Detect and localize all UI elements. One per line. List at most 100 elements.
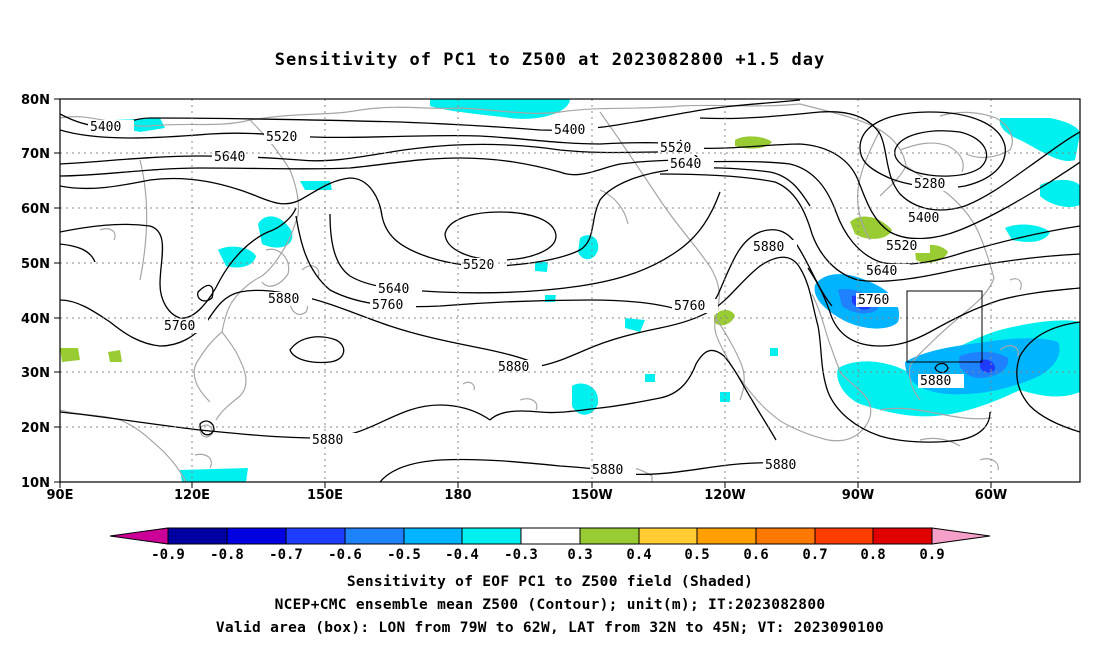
- lat-label: 20N: [21, 421, 50, 436]
- contour-label: 5520: [461, 258, 507, 273]
- contour-label: 5640: [864, 264, 910, 279]
- lon-label: 60W: [975, 488, 1007, 503]
- contour-label: 5760: [162, 319, 208, 334]
- colorbar-label: 0.3: [567, 547, 592, 563]
- shade-negative: [578, 235, 599, 260]
- shade-negative: [625, 318, 645, 332]
- contour-label: 5880: [310, 433, 356, 448]
- svg-text:5880: 5880: [920, 374, 951, 389]
- shade-negative: [258, 216, 293, 248]
- svg-text:5760: 5760: [674, 299, 705, 314]
- lat-label: 30N: [21, 366, 50, 381]
- shade-negative: [430, 99, 570, 119]
- svg-text:5880: 5880: [765, 458, 796, 473]
- colorbar-cell: [520, 527, 581, 545]
- lon-labels: 90E 120E 150E 180 150W 120W 90W 60W: [47, 488, 1008, 503]
- contour-label: 5880: [751, 240, 797, 255]
- plot-frame: [59, 98, 1081, 483]
- contour-label: 5400: [906, 211, 952, 226]
- colorbar-cell: [931, 527, 991, 545]
- lat-label: 60N: [21, 202, 50, 217]
- shade-negative: [535, 262, 548, 272]
- svg-text:5880: 5880: [312, 433, 343, 448]
- contour-label: 5280: [912, 177, 958, 192]
- contour-label: 5640: [212, 150, 258, 165]
- colorbar-label: 0.7: [802, 547, 827, 563]
- svg-text:5400: 5400: [554, 123, 585, 138]
- shade-positive: [850, 216, 892, 239]
- lat-label: 80N: [21, 93, 50, 108]
- contour-label: 5880: [763, 458, 809, 473]
- colorbar-cell: [638, 527, 698, 545]
- colorbar-label: -0.8: [210, 547, 244, 563]
- contour-label: 5520: [264, 130, 310, 145]
- svg-text:5400: 5400: [908, 211, 939, 226]
- shade-negative: [720, 392, 730, 402]
- contour-label: 5520: [884, 239, 930, 254]
- colorbar-cell: [285, 527, 346, 545]
- colorbar-label: -0.7: [269, 547, 303, 563]
- colorbar-cell: [872, 527, 933, 545]
- contour-label: 5640: [376, 282, 422, 297]
- caption-line-1: Sensitivity of EOF PC1 to Z500 field (Sh…: [346, 574, 754, 590]
- colorbar-label: -0.4: [445, 547, 479, 563]
- contour-label: 5880: [918, 374, 964, 389]
- contour-label: 5400: [88, 120, 134, 135]
- svg-text:5640: 5640: [214, 150, 245, 165]
- colorbar-label: 0.9: [919, 547, 944, 563]
- svg-text:5640: 5640: [866, 264, 897, 279]
- svg-text:5760: 5760: [858, 293, 889, 308]
- shade-negative: [999, 118, 1080, 161]
- shade-negative: [300, 181, 332, 190]
- contour-label: 5760: [856, 293, 902, 308]
- colorbar-label: -0.6: [328, 547, 362, 563]
- svg-text:5880: 5880: [753, 240, 784, 255]
- colorbar-cell: [755, 527, 816, 545]
- lat-label: 70N: [21, 147, 50, 162]
- svg-text:5520: 5520: [266, 130, 297, 145]
- shade-negative: [645, 374, 655, 382]
- svg-text:5520: 5520: [463, 258, 494, 273]
- colorbar-label: 0.5: [684, 547, 709, 563]
- colorbar-label: -0.9: [151, 547, 185, 563]
- shade-positive: [108, 350, 122, 362]
- shade-positive: [714, 310, 735, 326]
- shade-negative: [218, 246, 256, 268]
- svg-text:5760: 5760: [164, 319, 195, 334]
- lat-labels: 80N 70N 60N 50N 40N 30N 20N 10N: [21, 93, 50, 491]
- svg-text:5760: 5760: [372, 298, 403, 313]
- lon-label: 120E: [174, 488, 210, 503]
- colorbar-label: -0.3: [504, 547, 538, 563]
- svg-text:5880: 5880: [498, 360, 529, 375]
- svg-text:5640: 5640: [378, 282, 409, 297]
- lat-label: 10N: [21, 476, 50, 491]
- colorbar-label: 0.6: [743, 547, 768, 563]
- colorbar-cell: [344, 527, 405, 545]
- svg-text:5280: 5280: [914, 177, 945, 192]
- contour-label: 5400: [552, 123, 598, 138]
- contour-label: 5760: [370, 298, 416, 313]
- lon-label: 150W: [571, 488, 612, 503]
- svg-text:5640: 5640: [670, 157, 701, 172]
- contour-label: 5640: [668, 157, 714, 172]
- lon-label: 90E: [47, 488, 74, 503]
- contour-label: 5880: [590, 463, 636, 478]
- svg-text:5880: 5880: [268, 292, 299, 307]
- axis-ticks: [54, 98, 992, 488]
- caption-line-3: Valid area (box): LON from 79W to 62W, L…: [215, 620, 885, 636]
- colorbar-cell: [226, 527, 287, 545]
- valid-area-box: [906, 290, 983, 363]
- shade-negative: [1005, 224, 1050, 242]
- map-title: Sensitivity of PC1 to Z500 at 2023082800…: [274, 50, 826, 70]
- colorbar-label: -0.5: [387, 547, 421, 563]
- shade-positive: [60, 348, 80, 362]
- colorbar-cell: [109, 527, 169, 545]
- lon-label: 90W: [842, 488, 874, 503]
- contour-labels: 5400 5520 5640 5400 5520 5640 5280 5400 …: [88, 120, 964, 478]
- shade-negative: [180, 468, 248, 482]
- lon-label: 150E: [307, 488, 343, 503]
- colorbar-label: 0.8: [860, 547, 885, 563]
- lat-lon-grid: [60, 99, 1080, 482]
- contour-label: 5880: [496, 360, 542, 375]
